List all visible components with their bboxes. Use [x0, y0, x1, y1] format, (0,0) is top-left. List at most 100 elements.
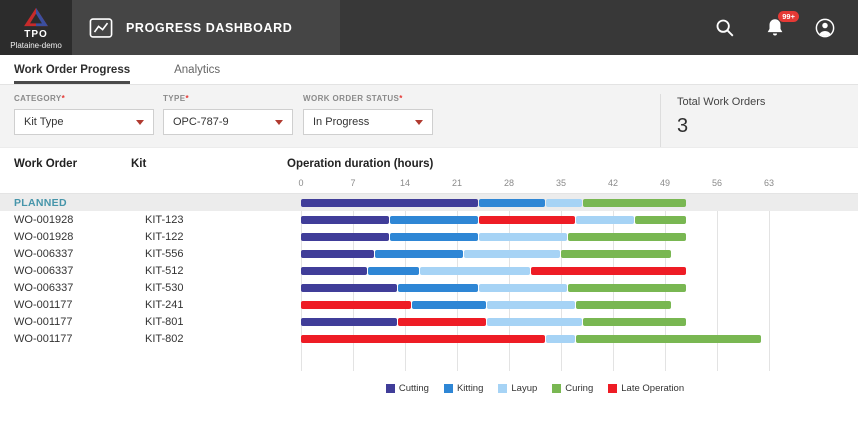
bar-segment-curing	[575, 300, 672, 309]
total-work-orders-value: 3	[677, 115, 689, 137]
bar-segment-kitting	[390, 232, 479, 241]
gridline	[405, 194, 406, 371]
axis-tick-label: 0	[298, 178, 304, 188]
bar-segment-cutting	[301, 198, 479, 207]
tab-analytics[interactable]: Analytics	[174, 63, 221, 76]
bar-segment-curing	[583, 198, 687, 207]
work-order-label: WO-006337	[14, 281, 74, 294]
legend-label: Curing	[565, 383, 594, 394]
operation-bar	[301, 334, 761, 343]
category-select[interactable]: Kit Type	[14, 109, 154, 135]
bar-segment-cutting	[301, 266, 367, 275]
select-value: OPC-787-9	[173, 116, 229, 128]
filter-category: CATEGORY* Kit Type	[14, 94, 154, 147]
brand-subtitle: Plataine-demo	[10, 40, 62, 50]
legend-label: Late Operation	[621, 383, 685, 394]
bar-segment-layup	[419, 266, 531, 275]
legend-item: Curing	[552, 383, 593, 394]
brand-logo[interactable]: TPO Plataine-demo	[0, 0, 72, 55]
gridline	[301, 194, 302, 371]
legend-swatch-curing	[552, 384, 562, 393]
kit-label: KIT-123	[145, 213, 184, 226]
user-icon	[815, 18, 835, 37]
axis-tick-label: 14	[399, 178, 411, 188]
gridline	[457, 194, 458, 371]
axis-tick-label: 42	[607, 178, 619, 188]
table-row[interactable]: WO-006337 KIT-556	[0, 245, 858, 262]
operation-bar	[301, 283, 687, 292]
gridline	[665, 194, 666, 371]
bar-segment-cutting	[301, 317, 397, 326]
operation-bar	[301, 198, 687, 207]
operation-bar	[301, 266, 687, 275]
legend-swatch-layup	[498, 384, 508, 393]
title-block: PROGRESS DASHBOARD	[72, 0, 340, 55]
brand-name: TPO	[24, 28, 48, 40]
chevron-down-icon	[275, 119, 283, 125]
work-order-label: WO-001177	[14, 332, 73, 345]
legend-swatch-late	[608, 384, 618, 393]
table-row[interactable]: WO-006337 KIT-530	[0, 279, 858, 296]
gridline	[353, 194, 354, 371]
gridline	[613, 194, 614, 371]
operation-bar	[301, 317, 687, 326]
notification-badge: 99+	[778, 10, 799, 22]
type-select[interactable]: OPC-787-9	[163, 109, 293, 135]
operation-bar	[301, 249, 672, 258]
bar-segment-curing	[568, 232, 687, 241]
bar-segment-kitting	[479, 198, 546, 207]
work-order-label: PLANNED	[14, 196, 67, 209]
bar-segment-layup	[486, 300, 575, 309]
bar-segment-kitting	[375, 249, 464, 258]
axis-tick-label: 7	[350, 178, 356, 188]
profile-button[interactable]	[814, 17, 836, 39]
bar-segment-curing	[635, 215, 687, 224]
legend-swatch-cutting	[385, 384, 395, 393]
bar-segment-curing	[583, 317, 687, 326]
axis-tick-label: 35	[555, 178, 567, 188]
bar-segment-layup	[546, 334, 575, 343]
legend-label: Kitting	[456, 383, 484, 394]
chevron-down-icon	[136, 119, 144, 125]
gridline	[717, 194, 718, 371]
legend-label: Cutting	[398, 383, 429, 394]
bar-segment-late	[301, 300, 412, 309]
legend-item: Cutting	[385, 383, 429, 394]
work-order-status-select[interactable]: In Progress	[303, 109, 433, 135]
bar-segment-late	[301, 334, 546, 343]
bar-segment-layup	[575, 215, 635, 224]
total-work-orders: Total Work Orders 3	[660, 94, 858, 147]
work-order-label: WO-001928	[14, 213, 74, 226]
bar-segment-layup	[479, 283, 568, 292]
chart-axis: 0 7 14 21 28 35 42 49 56 63	[0, 176, 858, 194]
search-button[interactable]	[714, 17, 736, 39]
table-row[interactable]: PLANNED	[0, 194, 858, 211]
axis-tick-label: 21	[451, 178, 463, 188]
operation-bar	[301, 232, 687, 241]
kit-label: KIT-122	[145, 230, 184, 243]
table-row[interactable]: WO-006337 KIT-512	[0, 262, 858, 279]
tab-work-order-progress[interactable]: Work Order Progress	[14, 55, 131, 84]
table-row[interactable]: WO-001928 KIT-123	[0, 211, 858, 228]
notifications-button[interactable]: 99+	[764, 10, 799, 39]
filter-bar: CATEGORY* Kit Type TYPE* OPC-787-9 WORK …	[0, 85, 858, 148]
bar-segment-kitting	[397, 283, 479, 292]
required-asterisk: *	[399, 94, 403, 103]
legend-item: Kitting	[443, 383, 484, 394]
kit-label: KIT-802	[145, 332, 184, 345]
chevron-down-icon	[415, 119, 423, 125]
operation-bar	[301, 300, 672, 309]
axis-tick-label: 56	[711, 178, 723, 188]
table-row[interactable]: WO-001177 KIT-241	[0, 296, 858, 313]
table-row[interactable]: WO-001928 KIT-122	[0, 228, 858, 245]
legend-item: Late Operation	[608, 383, 684, 394]
gridline	[561, 194, 562, 371]
select-value: Kit Type	[24, 116, 64, 128]
work-order-label: WO-006337	[14, 247, 74, 260]
work-order-label: WO-001177	[14, 298, 73, 311]
table-row[interactable]: WO-001177 KIT-802	[0, 330, 858, 347]
filter-work-order-status: WORK ORDER STATUS* In Progress	[303, 94, 433, 147]
table-row[interactable]: WO-001177 KIT-801	[0, 313, 858, 330]
header-actions: 99+	[714, 0, 858, 55]
select-value: In Progress	[313, 116, 370, 128]
